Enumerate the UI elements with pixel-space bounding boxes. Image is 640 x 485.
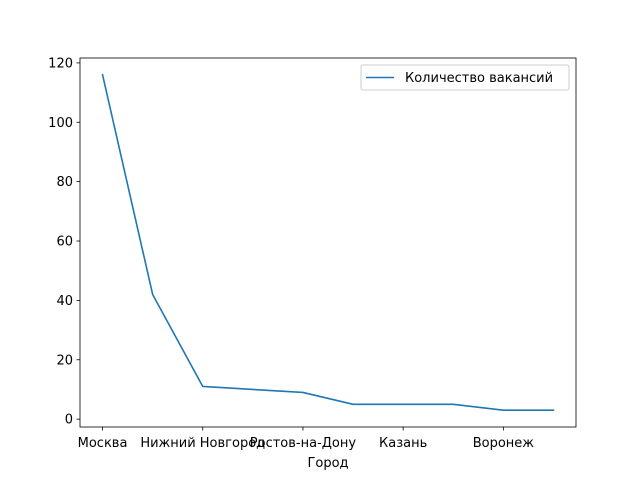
y-tick-label: 120	[48, 56, 73, 71]
y-tick-label: 80	[56, 175, 73, 190]
legend-label: Количество вакансий	[405, 71, 553, 86]
x-tick-label: Москва	[78, 436, 128, 451]
y-tick-label: 100	[48, 116, 73, 131]
x-axis-label: Город	[307, 456, 348, 471]
x-tick-label: Казань	[379, 436, 427, 451]
x-tick-label: Нижний Новгород	[140, 436, 265, 451]
y-tick-label: 40	[56, 294, 73, 309]
legend: Количество вакансий	[361, 65, 569, 90]
x-tick-label: Воронеж	[473, 436, 535, 451]
y-tick-label: 0	[65, 413, 73, 428]
y-tick-label: 20	[56, 353, 73, 368]
y-tick-label: 60	[56, 235, 73, 250]
x-tick-label: Ростов-на-Дону	[250, 436, 357, 451]
